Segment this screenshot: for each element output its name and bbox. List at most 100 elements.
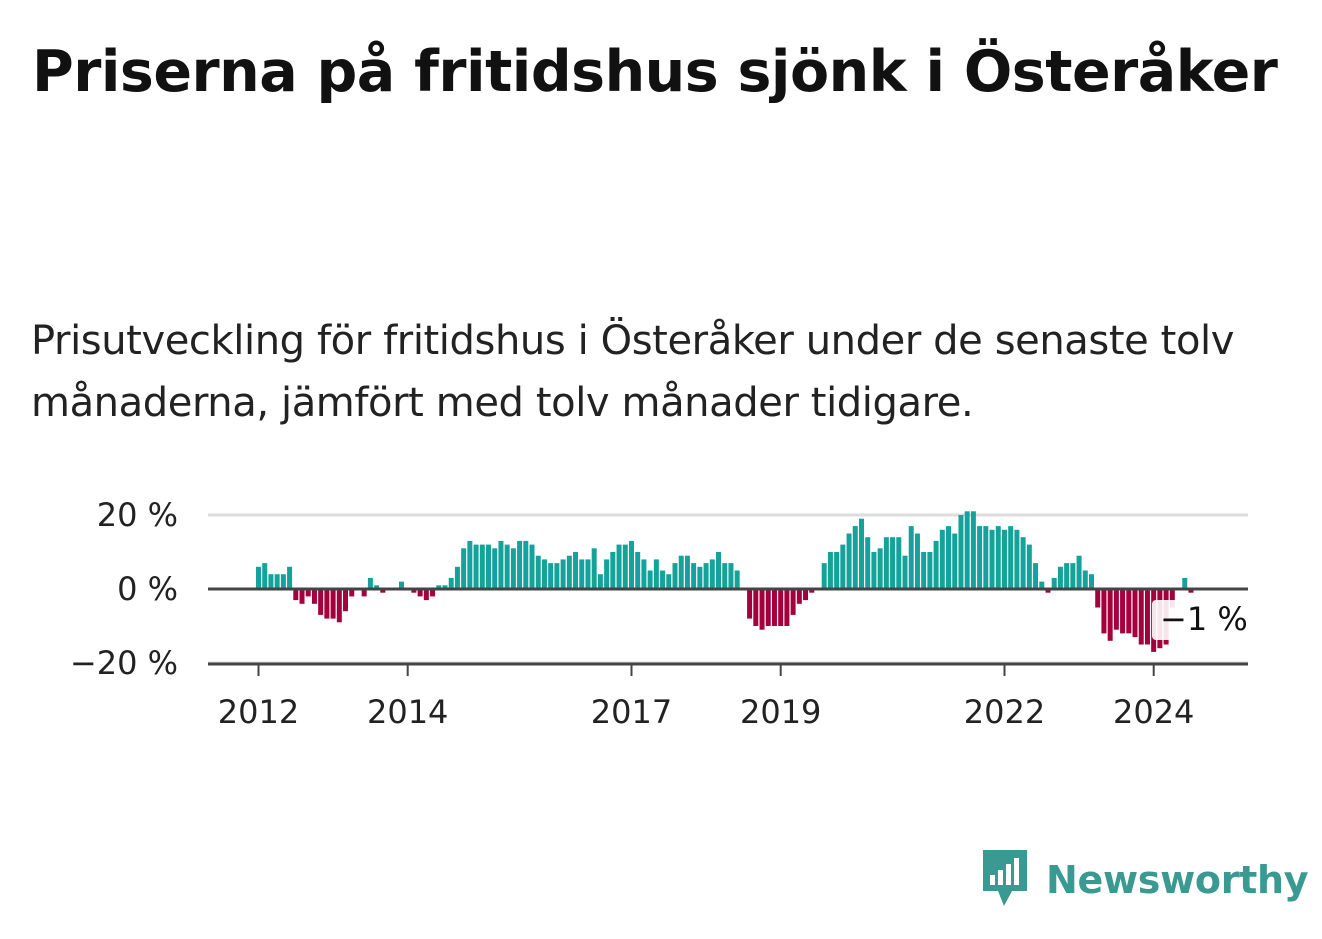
bar [840, 544, 846, 589]
bar [902, 555, 908, 589]
bar [1138, 589, 1144, 645]
bar [778, 589, 784, 626]
bar [666, 574, 672, 589]
bar [597, 574, 603, 589]
bar [1033, 563, 1039, 589]
bar [722, 563, 728, 589]
annotation-label: −1 % [1160, 600, 1248, 638]
bar [958, 515, 964, 589]
bar [510, 548, 516, 589]
bar [809, 589, 815, 593]
bar [964, 511, 970, 589]
bar [890, 537, 896, 589]
bar [287, 566, 293, 589]
bar [678, 555, 684, 589]
bar [952, 533, 958, 589]
bar [436, 585, 442, 589]
bar [821, 563, 827, 589]
bar [504, 544, 510, 589]
bar [1101, 589, 1107, 634]
bar [430, 589, 436, 597]
bar [473, 544, 479, 589]
bar [380, 589, 386, 593]
bar [610, 552, 616, 589]
bar [293, 589, 299, 601]
bar [529, 544, 535, 589]
bar [274, 574, 280, 589]
bar [989, 529, 995, 589]
bar [995, 526, 1001, 589]
bar [622, 544, 628, 589]
newsworthy-logo-icon [980, 847, 1030, 913]
bar [498, 540, 504, 589]
bar [771, 589, 777, 626]
x-tick-label: 2017 [591, 693, 672, 731]
bar [1057, 566, 1063, 589]
bar [1113, 589, 1119, 630]
bar [765, 589, 771, 626]
bar [653, 559, 659, 589]
bar [660, 570, 666, 589]
bar [1014, 529, 1020, 589]
bar-chart: 20 % 0 % −20 % 2012 2014 2017 2019 2022 2024 −1 % [70, 496, 1248, 731]
bar [324, 589, 330, 619]
bar [1126, 589, 1132, 634]
bar [803, 589, 809, 601]
bar [914, 533, 920, 589]
bar [566, 555, 572, 589]
bar [467, 540, 473, 589]
bar [672, 563, 678, 589]
bar [852, 526, 858, 589]
bar [834, 552, 840, 589]
bar [647, 570, 653, 589]
bar [684, 555, 690, 589]
bar [784, 589, 790, 626]
bar [330, 589, 336, 619]
bar [535, 555, 541, 589]
axis-labels: 20 % 0 % −20 % 2012 2014 2017 2019 2022 2024 −1 % [70, 496, 1248, 731]
bar [946, 526, 952, 589]
bar [367, 577, 373, 589]
bar [858, 518, 864, 589]
bar [305, 589, 311, 597]
bar [1008, 526, 1014, 589]
bar [983, 526, 989, 589]
bar [641, 559, 647, 589]
bar [579, 559, 585, 589]
bar [796, 589, 802, 604]
bar [734, 570, 740, 589]
bar [517, 540, 523, 589]
bar [398, 581, 404, 589]
bar [461, 548, 467, 589]
bar [883, 537, 889, 589]
bar [921, 552, 927, 589]
bar [1182, 577, 1188, 589]
bar [933, 540, 939, 589]
bar [927, 552, 933, 589]
bar [411, 589, 417, 593]
x-tick-label: 2022 [964, 693, 1045, 731]
bar [268, 574, 274, 589]
brand-name: Newsworthy [1046, 858, 1309, 902]
chart-subtitle: Prisutveckling för fritidshus i Österåke… [31, 318, 1235, 426]
bar [1120, 589, 1126, 634]
bar [790, 589, 796, 615]
bar [1107, 589, 1113, 641]
y-tick-label: −20 % [70, 644, 178, 682]
bar [1020, 537, 1026, 589]
bar [970, 511, 976, 589]
bar [709, 559, 715, 589]
bar [311, 589, 317, 604]
bar [486, 544, 492, 589]
bar [896, 537, 902, 589]
bar [374, 585, 380, 589]
bar [871, 552, 877, 589]
bar [591, 548, 597, 589]
bar [336, 589, 342, 623]
bar [1095, 589, 1101, 608]
bar [1082, 570, 1088, 589]
bar [697, 566, 703, 589]
x-tick-label: 2024 [1113, 693, 1194, 731]
bar [454, 566, 460, 589]
x-tick-label: 2019 [740, 693, 821, 731]
